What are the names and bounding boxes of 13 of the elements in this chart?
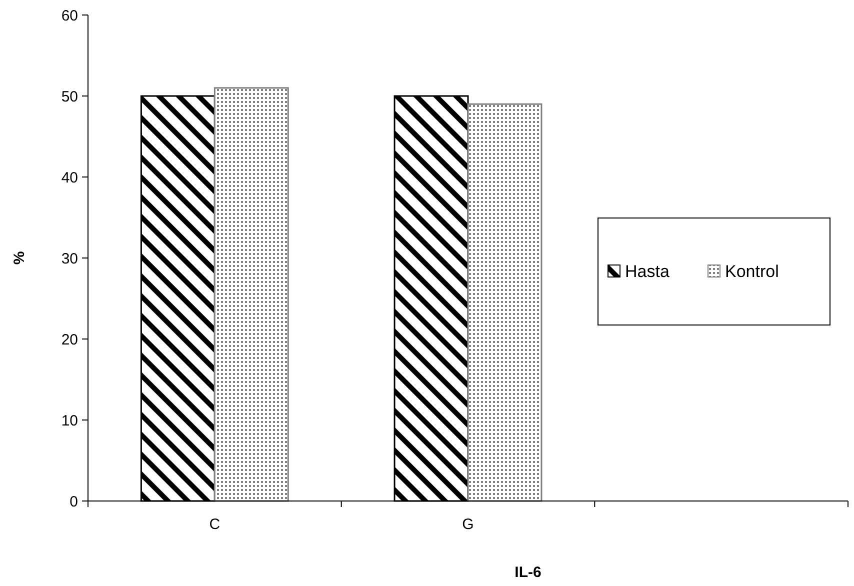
x-tick-label: G	[462, 516, 474, 533]
y-tick-label: 0	[70, 493, 78, 510]
y-tick-label: 50	[61, 88, 78, 106]
legend-label: Kontrol	[725, 262, 779, 281]
legend-label: Hasta	[625, 262, 670, 281]
x-tick-label: C	[209, 516, 220, 533]
y-axis-title: %	[11, 251, 28, 265]
y-tick-label: 20	[61, 331, 78, 348]
y-tick-label: 60	[61, 7, 78, 24]
y-tick-label: 40	[61, 169, 78, 186]
y-tick-label: 10	[61, 412, 78, 430]
y-tick-label: 30	[61, 250, 78, 268]
x-axis-title: IL-6	[514, 564, 542, 581]
